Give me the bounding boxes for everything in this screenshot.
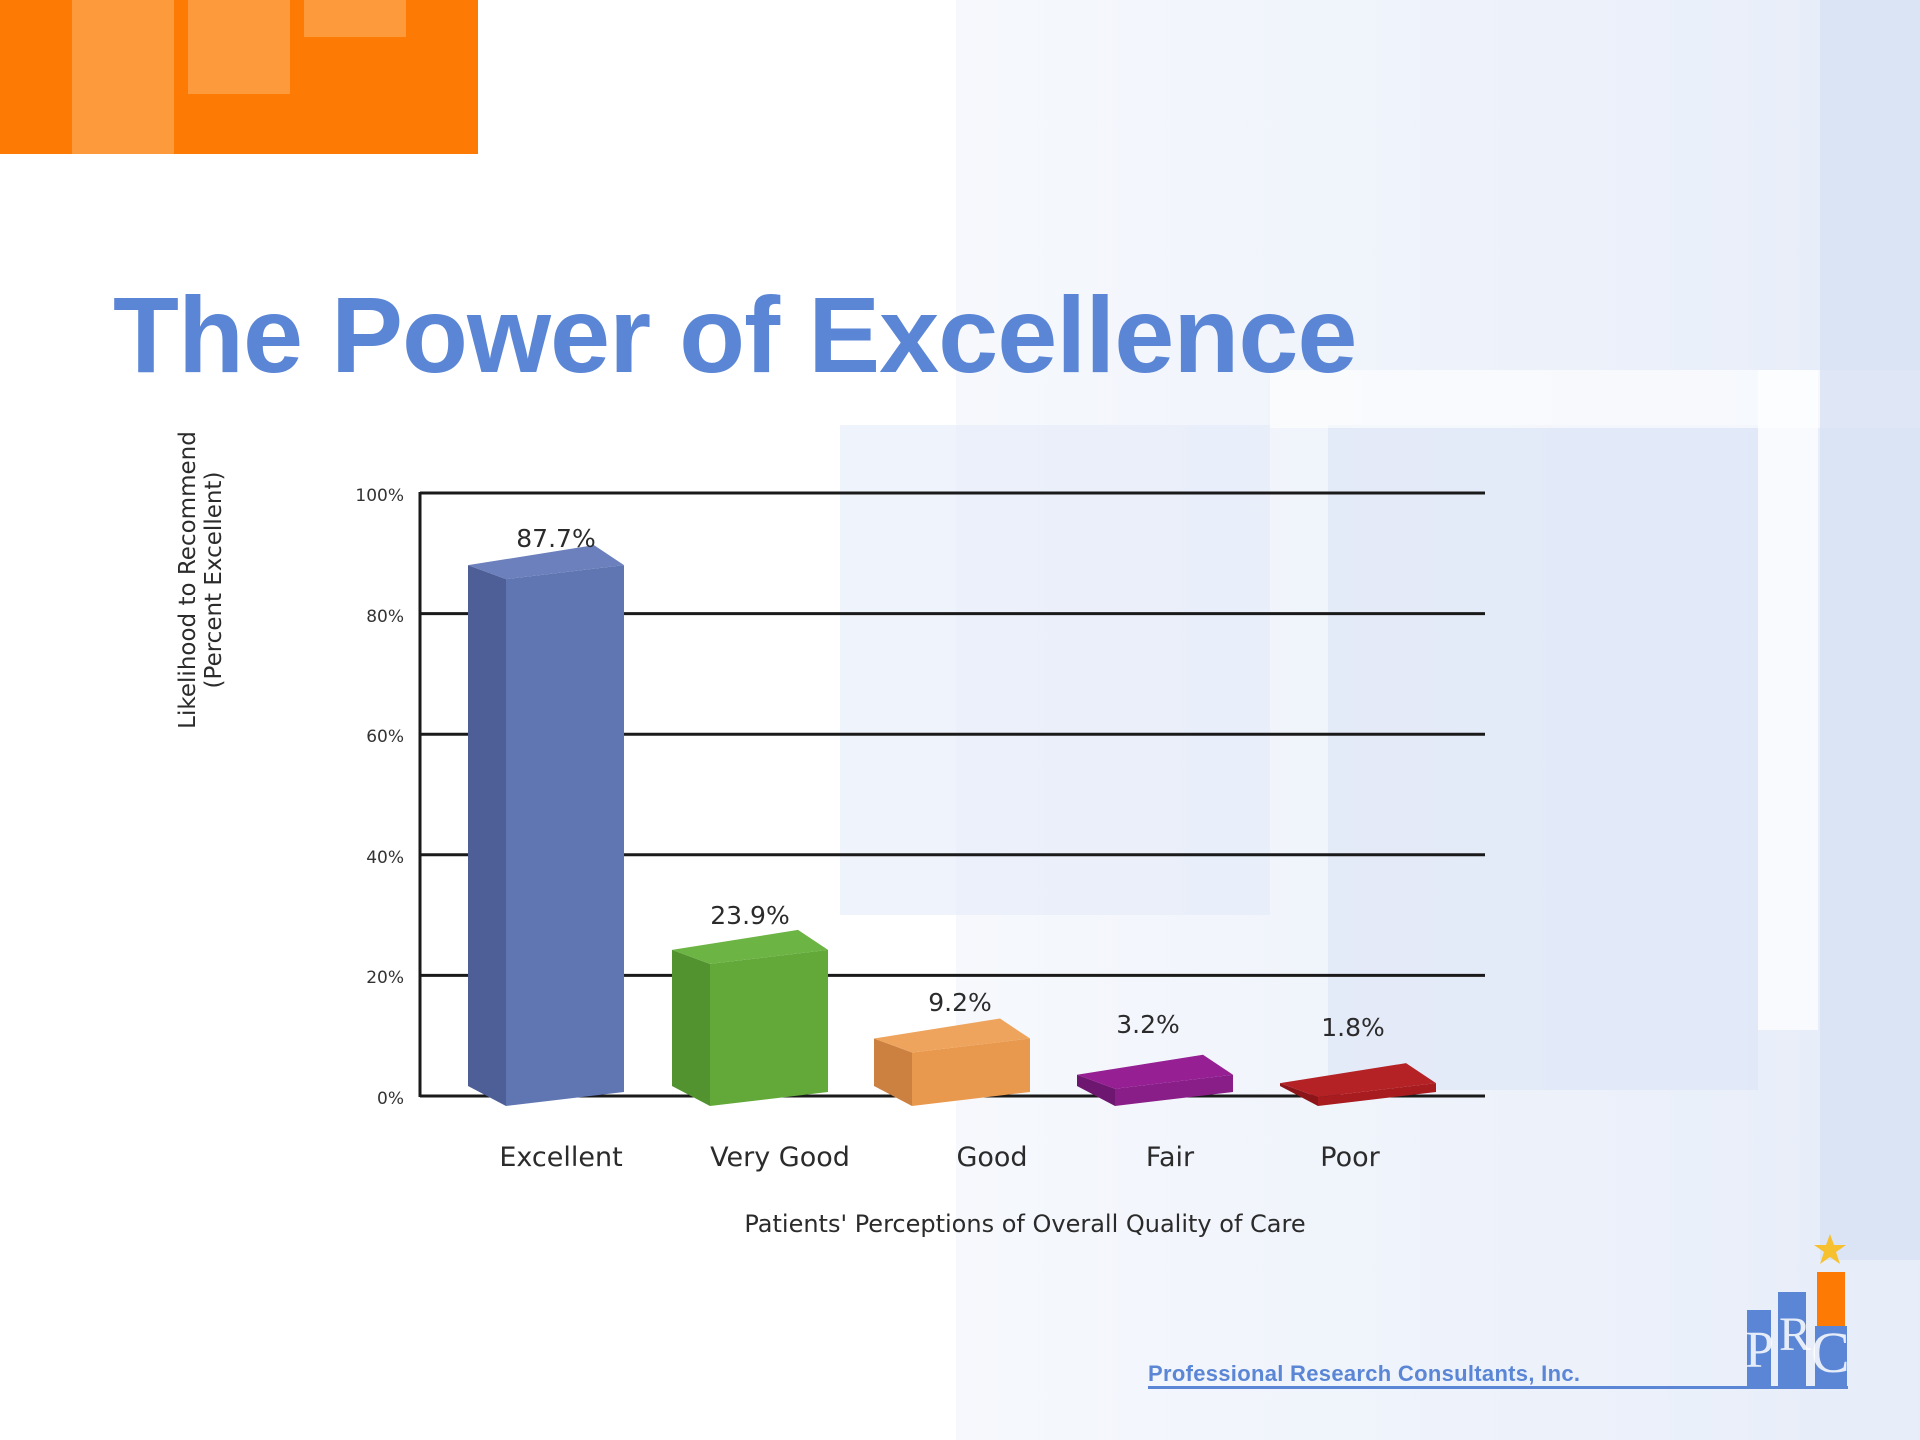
star-icon [1814,1234,1846,1264]
svg-text:C: C [1811,1320,1850,1385]
value-label-fair: 3.2% [1116,1010,1180,1039]
orange-header-block [0,0,478,154]
orange-header-tile [72,0,174,154]
svg-text:P: P [1745,1322,1774,1379]
orange-header-tile [188,0,290,94]
orange-header-tile [304,0,406,37]
value-label-excellent: 87.7% [516,524,596,553]
background-tint [1328,425,1758,1090]
bar-poor [1280,1063,1436,1106]
background-tint [1820,0,1920,1260]
bar-good [874,1018,1030,1106]
value-label-very-good: 23.9% [710,901,790,930]
prc-logo-icon: P R C [1745,1234,1850,1386]
category-label-very-good: Very Good [710,1142,850,1173]
background-tint [840,425,1270,915]
category-label-poor: Poor [1320,1142,1380,1173]
value-label-poor: 1.8% [1321,1013,1385,1042]
x-axis-title: Patients' Perceptions of Overall Quality… [744,1210,1306,1238]
background-tint [1758,370,1818,1030]
slide-title: The Power of Excellence [113,274,1357,395]
company-name: Professional Research Consultants, Inc. [1148,1361,1581,1386]
bar-fair [1077,1054,1233,1106]
y-tick-label: 20% [366,968,404,988]
value-label-good: 9.2% [928,988,992,1017]
category-label-fair: Fair [1145,1142,1195,1173]
y-tick-label: 80% [366,607,404,627]
bar-excellent [468,545,624,1106]
company-underline [1148,1386,1848,1389]
y-axis-title-line2: (Percent Excellent) [201,471,227,689]
y-tick-label: 100% [355,486,404,506]
bar-very-good [672,929,828,1106]
y-tick-label: 40% [366,848,404,868]
y-axis-title-line1: Likelihood to Recommend [175,431,201,729]
category-label-good: Good [956,1142,1028,1173]
y-tick-label: 0% [377,1089,404,1109]
y-axis-title: Likelihood to Recommend (Percent Excelle… [175,390,227,770]
svg-text:R: R [1779,1308,1811,1361]
y-tick-label: 60% [366,727,404,747]
category-label-excellent: Excellent [499,1142,623,1173]
